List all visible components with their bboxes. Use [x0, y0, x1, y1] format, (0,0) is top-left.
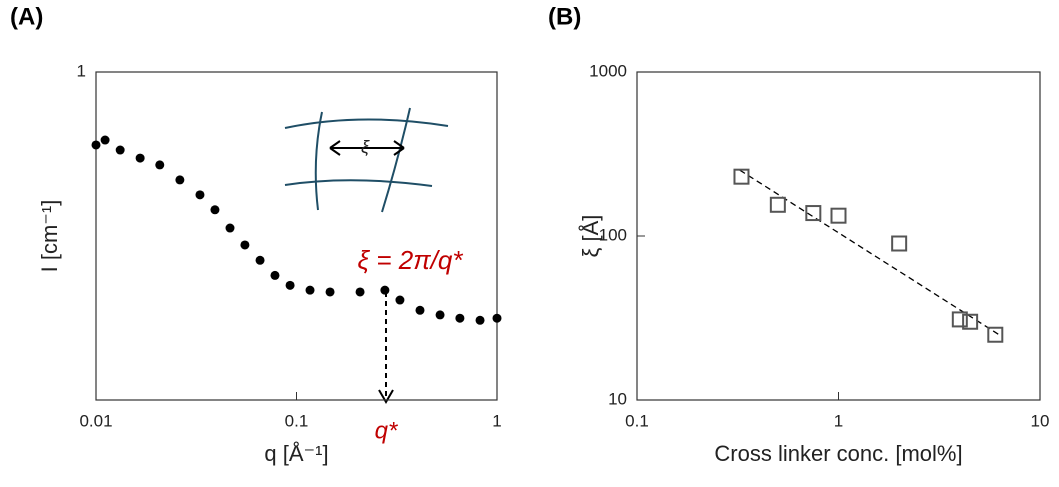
data-point	[91, 140, 101, 150]
annotation: ξ = 2π/q*	[358, 245, 464, 275]
x-axis-label: q [Å⁻¹]	[264, 441, 328, 466]
data-point	[435, 310, 445, 320]
data-point	[769, 196, 786, 213]
x-tick-label: 10	[1031, 411, 1050, 430]
data-point	[305, 285, 315, 295]
x-axis-label: Cross linker conc. [mol%]	[714, 441, 962, 466]
plot-frame	[95, 71, 498, 401]
x-tick-label: 1	[834, 411, 843, 430]
data-point	[115, 145, 125, 155]
data-point	[225, 223, 235, 233]
data-point	[155, 160, 165, 170]
y-tick-label: 100	[599, 225, 627, 244]
data-point	[415, 305, 425, 315]
y-axis-label: I [cm⁻¹]	[37, 200, 62, 273]
y-tick-label: 1000	[589, 61, 627, 80]
y-tick-label: 10	[608, 389, 627, 408]
y-axis-label: ξ [Å]	[578, 215, 603, 258]
inset-diagram	[284, 107, 449, 213]
annotation: q*	[375, 417, 398, 444]
x-tick-label: 0.01	[79, 411, 112, 430]
data-point	[962, 313, 979, 330]
data-point	[100, 135, 110, 145]
x-tick-label: 0.1	[625, 411, 649, 430]
fit-line	[739, 169, 1000, 336]
data-point	[255, 255, 265, 265]
q-star-arrowhead	[378, 389, 394, 404]
data-point	[355, 287, 365, 297]
data-point	[455, 313, 465, 323]
x-tick-label: 0.1	[285, 411, 309, 430]
y-tick-label: 1	[77, 61, 86, 80]
data-point	[195, 190, 205, 200]
data-point	[135, 153, 145, 163]
data-point	[240, 240, 250, 250]
data-point	[987, 326, 1004, 343]
data-point	[492, 313, 502, 323]
data-point	[475, 315, 485, 325]
data-point	[733, 168, 750, 185]
data-point	[285, 280, 295, 290]
plot-frame	[636, 71, 1041, 401]
data-point	[325, 287, 335, 297]
data-point	[175, 175, 185, 185]
x-tick-label: 1	[492, 411, 501, 430]
data-point	[891, 235, 908, 252]
panel-label: (A)	[10, 3, 43, 30]
data-point	[395, 295, 405, 305]
data-point	[830, 207, 847, 224]
panel-label: (B)	[548, 3, 581, 30]
data-point	[210, 205, 220, 215]
data-point	[380, 285, 390, 295]
data-point	[951, 311, 968, 328]
data-point	[805, 205, 822, 222]
data-point	[270, 270, 280, 280]
inset-label: ξ	[361, 137, 370, 157]
